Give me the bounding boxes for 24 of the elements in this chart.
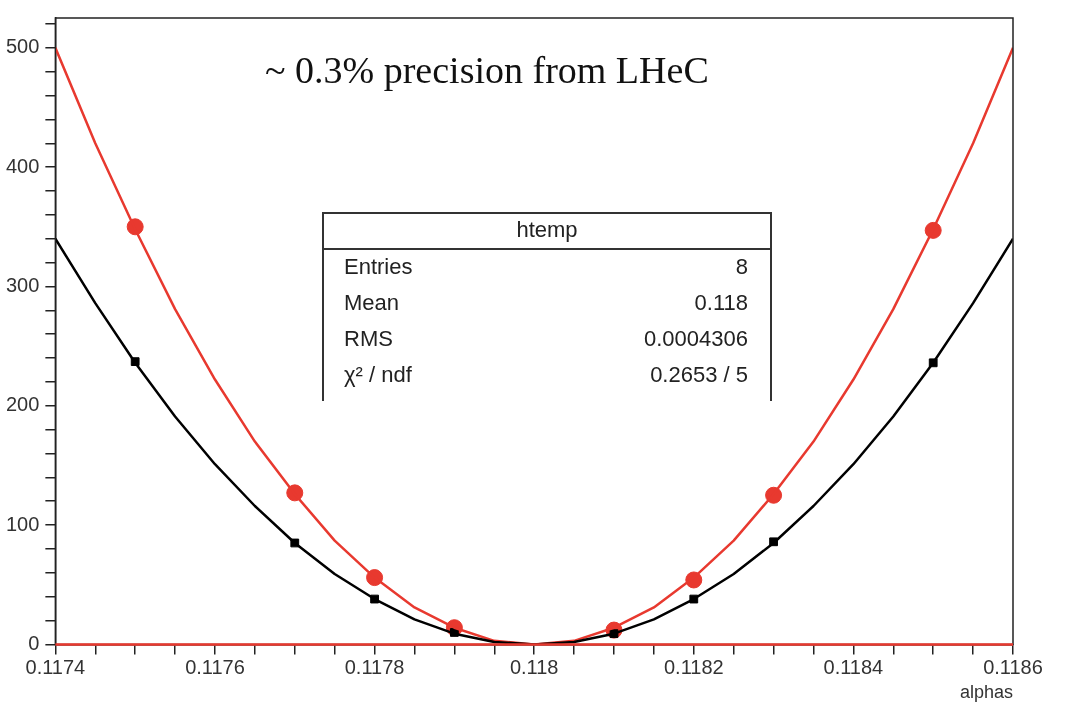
y-tick-label: 400	[5, 154, 40, 177]
y-tick-label: 0	[28, 631, 40, 654]
y-tick-label: 300	[5, 273, 40, 296]
y-tick-label: 100	[5, 512, 40, 535]
x-tick-label: 0.1184	[823, 655, 884, 678]
annotation: χ² / ndf	[344, 361, 412, 389]
x-tick-label: 0.1186	[983, 655, 1043, 678]
y-tick-label: 500	[5, 35, 40, 58]
annotation: 0.118	[694, 289, 748, 317]
annotation: Entries	[344, 253, 413, 281]
x-tick-label: 0.118	[509, 655, 559, 678]
annotation: 0.0004306	[644, 325, 748, 353]
annotation: Mean	[344, 289, 400, 317]
annotation: 8	[735, 253, 748, 281]
x-tick-label: 0.1174	[25, 655, 86, 678]
annotation: htemp	[515, 216, 579, 244]
x-tick-label: 0.1178	[344, 655, 405, 678]
x-tick-label: 0.1182	[663, 655, 724, 678]
x-axis-title: alphas	[959, 682, 1013, 703]
y-tick-label: 200	[5, 393, 40, 416]
annotation: 0.2653 / 5	[650, 361, 748, 389]
annotation: RMS	[344, 325, 393, 353]
annotation: ~ 0.3% precision from LHeC	[265, 48, 709, 92]
x-tick-label: 0.1176	[185, 655, 245, 678]
